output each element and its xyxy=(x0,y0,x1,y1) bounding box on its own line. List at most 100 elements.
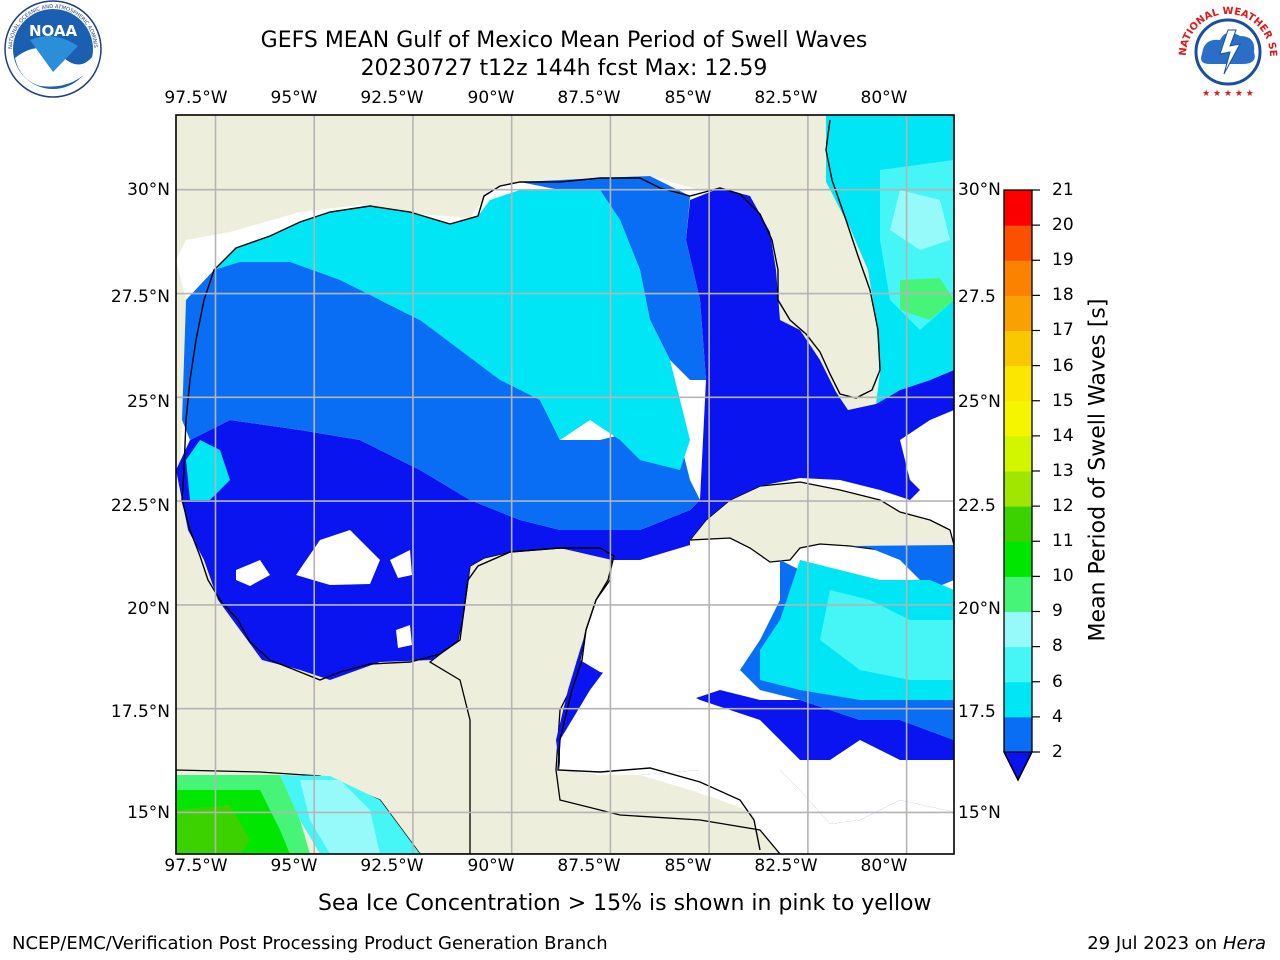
field-contour-c6-8 xyxy=(820,590,954,680)
field-contour-lt2 xyxy=(176,188,954,824)
lat-tick-left: 25°N xyxy=(127,392,170,412)
no-data-region xyxy=(296,530,380,585)
lat-tick-right: 25°N xyxy=(958,392,1001,412)
colorbar-segment xyxy=(1004,225,1032,261)
field-contour-c9-10 xyxy=(900,278,954,320)
lat-tick-right: 15°N xyxy=(958,803,1001,823)
colorbar-segment xyxy=(1004,716,1032,753)
field-contour-c2-4 xyxy=(520,176,706,380)
lon-tick-top: 87.5°W xyxy=(557,88,621,108)
lon-tick-top: 97.5°W xyxy=(164,88,228,108)
map-frame xyxy=(175,114,955,855)
colorbar-label: Mean Period of Swell Waves [s] xyxy=(1085,298,1111,642)
colorbar-tick: 10 xyxy=(1052,566,1074,586)
colorbar-segment xyxy=(1004,295,1032,331)
lat-tick-right: 30°N xyxy=(958,180,1001,200)
plot-title-line2: 20230727 t12z 144h fcst Max: 12.59 xyxy=(360,56,768,81)
colorbar-tick: 9 xyxy=(1052,601,1063,621)
yucatan-land xyxy=(176,547,781,854)
no-data-region xyxy=(560,650,954,824)
colorbar-tick: 12 xyxy=(1052,496,1074,516)
colorbar-segment xyxy=(1004,471,1032,507)
colorbar-tick: 6 xyxy=(1052,672,1063,692)
colorbar-tick: 11 xyxy=(1052,531,1074,551)
colorbar-segment xyxy=(1004,541,1032,577)
colorbar-segment xyxy=(1004,435,1032,472)
colorbar xyxy=(1002,189,1040,782)
field-contour-c2-4 xyxy=(182,246,700,530)
no-data-region xyxy=(390,550,412,578)
colorbar-tick: 4 xyxy=(1052,707,1063,727)
no-data-region xyxy=(396,625,412,648)
colorbar-segment xyxy=(1004,330,1032,367)
lon-tick-bottom: 80°W xyxy=(860,856,908,876)
colorbar-tick: 8 xyxy=(1052,636,1063,656)
lon-tick-top: 82.5°W xyxy=(754,88,818,108)
colorbar-tick: 15 xyxy=(1052,391,1074,411)
colorbar-tick: 2 xyxy=(1052,742,1063,762)
lat-tick-left: 17.5°N xyxy=(110,702,170,722)
colorbar-tick: 17 xyxy=(1052,320,1074,340)
colorbar-outline xyxy=(1003,189,1033,782)
lat-tick-left: 20°N xyxy=(127,599,170,619)
swell-period-field xyxy=(176,115,954,854)
sea-ice-note: Sea Ice Concentration > 15% is shown in … xyxy=(318,891,932,916)
lon-tick-top: 92.5°W xyxy=(360,88,424,108)
lat-tick-right: 22.5 xyxy=(958,496,996,516)
lon-tick-top: 85°W xyxy=(664,88,712,108)
colorbar-tick: 19 xyxy=(1052,250,1074,270)
cuba-land xyxy=(688,481,954,581)
colorbar-segment xyxy=(1004,190,1032,226)
lon-tick-top: 95°W xyxy=(270,88,318,108)
colorbar-tick: 16 xyxy=(1052,356,1074,376)
no-data-region xyxy=(236,560,270,586)
svg-text:NOAA: NOAA xyxy=(29,22,78,40)
field-contour-c4-6 xyxy=(186,440,230,500)
lon-tick-bottom: 87.5°W xyxy=(557,856,621,876)
colorbar-tick: 21 xyxy=(1052,180,1074,200)
colorbar-segment xyxy=(1004,611,1032,648)
no-data-region xyxy=(900,410,954,500)
footer-branch: NCEP/EMC/Verification Post Processing Pr… xyxy=(12,933,608,954)
field-contour-c4-6 xyxy=(214,190,690,470)
svg-text:★ ★ ★ ★ ★: ★ ★ ★ ★ ★ xyxy=(1202,89,1254,99)
lon-tick-bottom: 82.5°W xyxy=(754,856,818,876)
colorbar-tick: 13 xyxy=(1052,461,1074,481)
colorbar-segment xyxy=(1004,506,1032,542)
lon-tick-top: 90°W xyxy=(467,88,515,108)
colorbar-segment xyxy=(1004,681,1032,718)
lat-tick-right: 27.5 xyxy=(958,287,996,307)
lat-tick-left: 15°N xyxy=(127,803,170,823)
colorbar-segment xyxy=(1004,576,1032,612)
plot-title-line1: GEFS MEAN Gulf of Mexico Mean Period of … xyxy=(260,28,868,53)
colorbar-segment xyxy=(1004,260,1032,296)
colorbar-segment xyxy=(1004,365,1032,402)
colorbar-tick: 18 xyxy=(1052,285,1074,305)
field-contour-c8-9 xyxy=(300,780,380,854)
lat-tick-right: 17.5 xyxy=(958,702,996,722)
colorbar-tick: 14 xyxy=(1052,426,1074,446)
colorbar-extend-arrow xyxy=(1002,751,1034,782)
noaa-logo: NOAA NATIONAL OCEANIC AND ATMOSPHERIC AD… xyxy=(0,0,102,98)
colorbar-segment xyxy=(1004,400,1032,437)
lat-tick-left: 27.5°N xyxy=(110,287,170,307)
lon-tick-top: 80°W xyxy=(860,88,908,108)
lat-tick-left: 30°N xyxy=(127,180,170,200)
lon-tick-bottom: 85°W xyxy=(664,856,712,876)
lon-tick-bottom: 97.5°W xyxy=(164,856,228,876)
nws-logo: NATIONAL WEATHER SERVICE ★ ★ ★ ★ ★ xyxy=(1176,4,1278,99)
field-contour-c8-9 xyxy=(890,190,950,250)
field-contour-c11-12 xyxy=(176,805,250,854)
colorbar-segment xyxy=(1004,646,1032,683)
lat-tick-right: 20°N xyxy=(958,599,1001,619)
lon-tick-bottom: 92.5°W xyxy=(360,856,424,876)
lon-tick-bottom: 90°W xyxy=(467,856,515,876)
field-contour-c2-4 xyxy=(850,545,954,590)
map-gridlines xyxy=(176,115,954,854)
footer-date: 29 Jul 2023 on Hera xyxy=(1087,933,1266,954)
lon-tick-bottom: 95°W xyxy=(270,856,318,876)
lat-tick-left: 22.5°N xyxy=(110,496,170,516)
coastline xyxy=(181,119,881,851)
colorbar-tick: 20 xyxy=(1052,215,1074,235)
